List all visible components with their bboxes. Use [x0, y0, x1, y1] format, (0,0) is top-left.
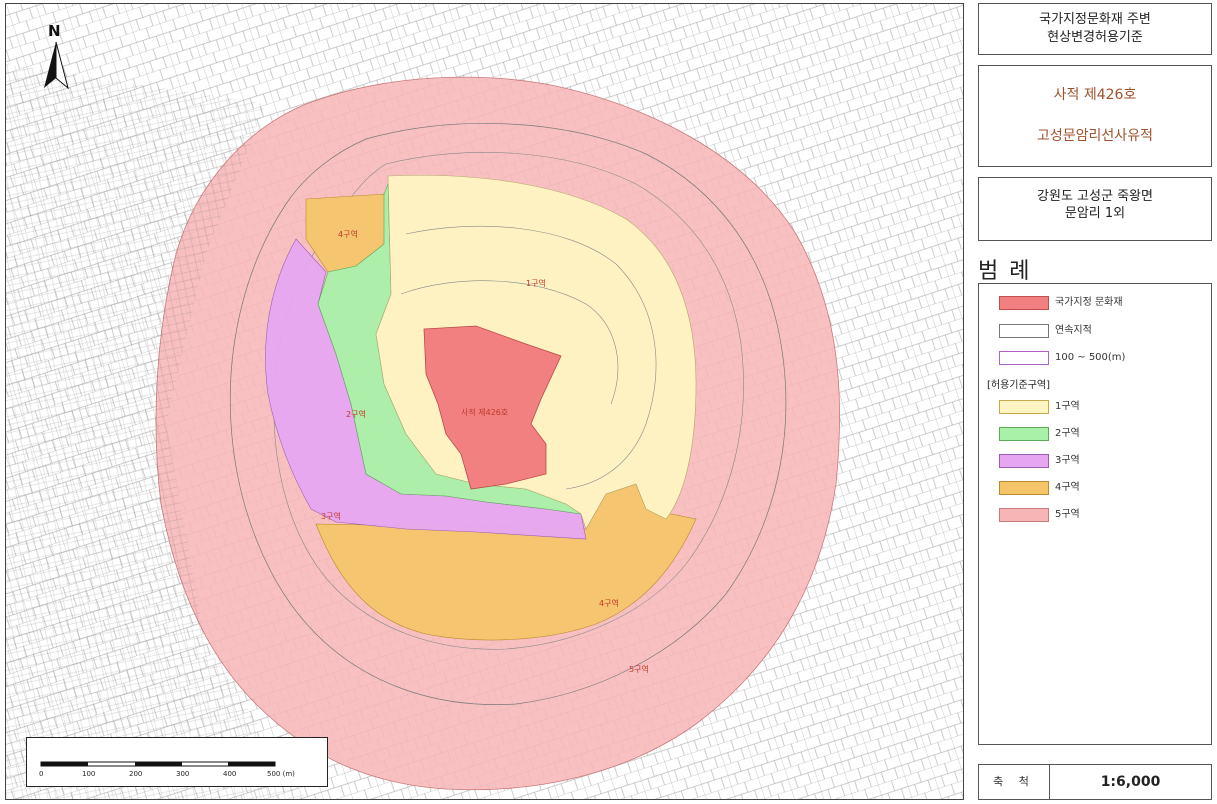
zone-3-label: 3구역 — [321, 511, 341, 521]
zone-4-area[interactable] — [315, 483, 697, 641]
scale-bar-graphic — [40, 761, 276, 767]
scale-bar: 0 100 200 300 400 500 (m) — [26, 737, 328, 787]
scale-tick-400: 400 — [223, 770, 237, 778]
legend-swatch-zone-5 — [999, 508, 1049, 522]
zone-2-label: 2구역 — [346, 409, 366, 419]
scale-tick-0: 0 — [39, 770, 44, 778]
heritage-box: 사적 제426호 고성문암리선사유적 — [978, 65, 1212, 167]
heritage-name: 사적 제426호 — [1053, 87, 1137, 103]
heritage-site-name: 고성문암리선사유적 — [1037, 128, 1153, 144]
legend-label-parcel: 연속지적 — [1055, 325, 1092, 336]
scale-tick-200: 200 — [129, 770, 143, 778]
scale-tick-100: 100 — [82, 770, 96, 778]
map-canvas[interactable]: 사적 제426호 1구역 2구역 3구역 4구역 5구역 4구역 N 0 100… — [5, 3, 964, 800]
legend-swatch-zone-1 — [999, 400, 1049, 414]
scale-label: 축 척 — [979, 765, 1050, 799]
scale-tick-500: 500 (m) — [267, 770, 295, 778]
north-letter: N — [48, 22, 61, 40]
location-box: 강원도 고성군 죽왕면 문암리 1외 — [978, 177, 1212, 241]
legend-label-zone-5: 5구역 — [1055, 509, 1080, 520]
location-line-2: 문암리 1외 — [1064, 206, 1126, 221]
legend-section-label: [허용기준구역] — [987, 380, 1051, 391]
scale-value: 1:6,000 — [1100, 774, 1161, 790]
legend-swatch-parcel — [999, 324, 1049, 338]
north-arrow-icon — [44, 41, 69, 90]
legend-label-zone-3: 3구역 — [1055, 455, 1080, 466]
zone-4-label: 4구역 — [599, 598, 619, 608]
heritage-site-area[interactable] — [423, 325, 562, 490]
scale-box: 축 척 1:6,000 — [978, 764, 1212, 800]
dense-parcels — [6, 64, 306, 799]
heritage-site-label: 사적 제426호 — [461, 407, 508, 417]
zone-1-label: 1구역 — [526, 278, 546, 288]
title-line-1: 국가지정문화재 주변 — [1039, 12, 1151, 27]
title-line-2: 현상변경허용기준 — [1047, 30, 1143, 45]
zone-5-label: 5구역 — [629, 664, 649, 674]
legend-swatch-zone-4 — [999, 481, 1049, 495]
buffer-ring-400 — [229, 123, 787, 705]
map-svg: 사적 제426호 1구역 2구역 3구역 4구역 5구역 4구역 — [6, 4, 963, 799]
legend-label-heritage: 국가지정 문화재 — [1055, 297, 1123, 308]
title-box: 국가지정문화재 주변 현상변경허용기준 — [978, 3, 1212, 55]
north-arrow: N — [36, 22, 76, 98]
legend-swatch-zone-2 — [999, 427, 1049, 441]
legend-label-buffer: 100 ~ 500(m) — [1055, 352, 1126, 363]
scale-tick-300: 300 — [176, 770, 190, 778]
zone-4-north-label: 4구역 — [338, 229, 358, 239]
legend-swatch-zone-3 — [999, 454, 1049, 468]
legend-label-zone-4: 4구역 — [1055, 482, 1080, 493]
legend-label-zone-2: 2구역 — [1055, 428, 1080, 439]
legend-swatch-buffer — [999, 351, 1049, 365]
legend-box: 국가지정 문화재 연속지적 100 ~ 500(m) [허용기준구역] 1구역 … — [978, 283, 1212, 745]
legend-title: 범 례 — [978, 259, 1032, 284]
legend-label-zone-1: 1구역 — [1055, 401, 1080, 412]
legend-swatch-heritage — [999, 296, 1049, 310]
location-line-1: 강원도 고성군 죽왕면 — [1037, 189, 1153, 204]
